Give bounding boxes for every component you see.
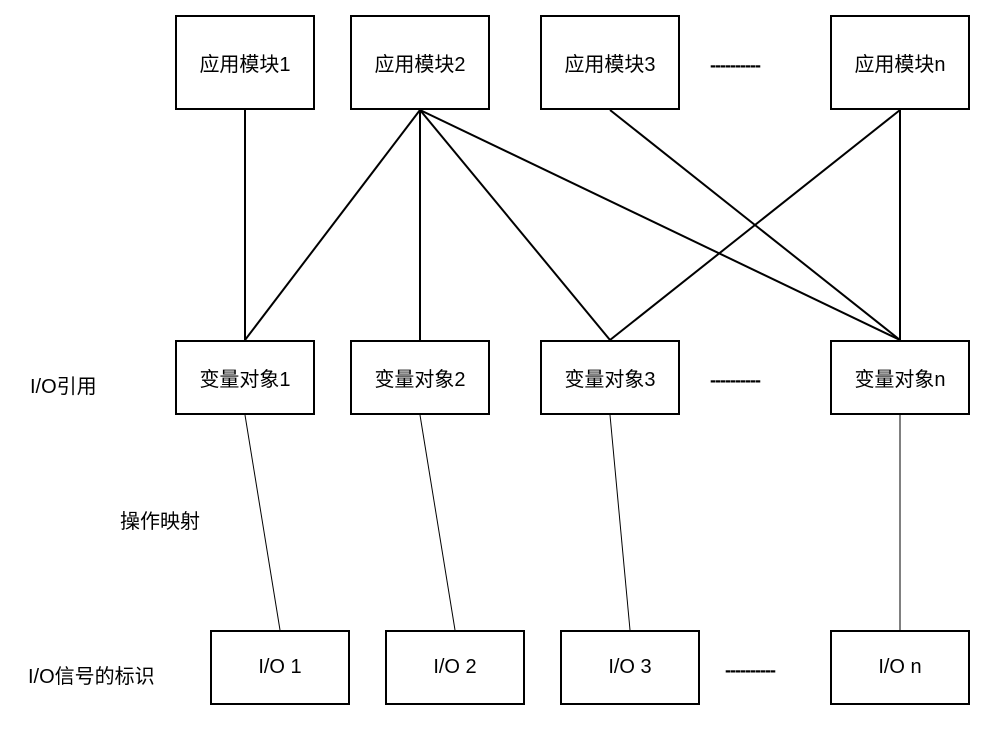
node-label: I/O 2: [433, 656, 476, 679]
node-var3: 变量对象3: [540, 340, 680, 415]
node-app1: 应用模块1: [175, 15, 315, 110]
node-label: 应用模块2: [374, 48, 465, 77]
row-label-op-mapping: 操作映射: [120, 505, 200, 534]
node-label: 应用模块1: [199, 48, 290, 77]
node-label: 变量对象n: [854, 363, 945, 392]
node-label: 应用模块n: [854, 48, 945, 77]
node-label: I/O 3: [608, 656, 651, 679]
node-app3: 应用模块3: [540, 15, 680, 110]
node-var1: 变量对象1: [175, 340, 315, 415]
node-io2: I/O 2: [385, 630, 525, 705]
edge: [610, 415, 630, 630]
node-ion: I/O n: [830, 630, 970, 705]
edge: [245, 110, 420, 340]
node-var2: 变量对象2: [350, 340, 490, 415]
node-label: 变量对象3: [564, 363, 655, 392]
node-label: 变量对象2: [374, 363, 465, 392]
node-appn: 应用模块n: [830, 15, 970, 110]
node-label: 应用模块3: [564, 48, 655, 77]
ellipsis-ios: ----------: [725, 660, 775, 681]
ellipsis-vars: ----------: [710, 370, 760, 391]
edge: [245, 415, 280, 630]
node-label: I/O 1: [258, 656, 301, 679]
node-io3: I/O 3: [560, 630, 700, 705]
edge: [420, 415, 455, 630]
node-varn: 变量对象n: [830, 340, 970, 415]
node-io1: I/O 1: [210, 630, 350, 705]
row-label-io-signal-id: I/O信号的标识: [28, 660, 155, 689]
node-label: I/O n: [878, 656, 921, 679]
diagram-stage: I/O引用 操作映射 I/O信号的标识 ---------- ---------…: [0, 0, 1000, 755]
node-label: 变量对象1: [199, 363, 290, 392]
ellipsis-apps: ----------: [710, 55, 760, 76]
edge: [420, 110, 610, 340]
node-app2: 应用模块2: [350, 15, 490, 110]
edge: [420, 110, 900, 340]
row-label-io-reference: I/O引用: [30, 370, 97, 399]
